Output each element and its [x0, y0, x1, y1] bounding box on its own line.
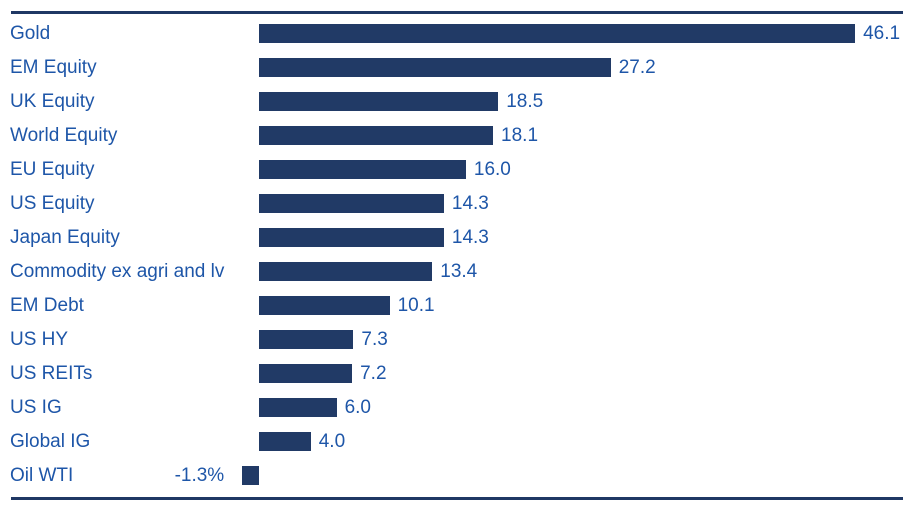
category-label: US Equity — [10, 193, 95, 214]
value-label: 6.0 — [344, 397, 371, 418]
bottom-rule — [11, 497, 903, 500]
bar — [259, 92, 499, 111]
category-label: Gold — [10, 23, 51, 44]
category-label: World Equity — [10, 125, 118, 146]
chart-row: World Equity 18.1 — [0, 119, 913, 153]
category-label: US HY — [10, 329, 69, 350]
value-label: 27.2 — [618, 57, 656, 78]
value-label: 14.3 — [451, 193, 489, 214]
bar — [259, 432, 311, 451]
chart-row: EU Equity 16.0 — [0, 153, 913, 187]
chart-row: US HY 7.3 — [0, 323, 913, 357]
bar — [259, 24, 856, 43]
bar — [259, 58, 611, 77]
value-label: -1.3% — [174, 465, 225, 486]
chart-row: US IG 6.0 — [0, 391, 913, 425]
category-label: UK Equity — [10, 91, 95, 112]
value-label: 14.3 — [451, 227, 489, 248]
category-label: Global IG — [10, 431, 91, 452]
chart-row: EM Equity 27.2 — [0, 51, 913, 85]
chart-row: US Equity 14.3 — [0, 187, 913, 221]
chart-row: Commodity ex agri and lv 13.4 — [0, 255, 913, 289]
chart-row: Gold 46.1 — [0, 17, 913, 51]
value-label: 4.0 — [318, 431, 346, 452]
value-label: 18.1 — [501, 125, 539, 146]
category-label: Japan Equity — [10, 227, 120, 248]
top-rule — [11, 11, 903, 14]
category-label: US REITs — [10, 363, 93, 384]
value-label: 18.5 — [506, 91, 544, 112]
bar — [259, 160, 466, 179]
bar — [242, 466, 259, 485]
chart-rows: Gold 46.1 EM Equity 27.2 UK Equity 18.5 … — [0, 17, 913, 493]
chart-row: UK Equity 18.5 — [0, 85, 913, 119]
bar — [259, 228, 444, 247]
category-label: Oil WTI — [10, 465, 74, 486]
value-label: 7.2 — [360, 363, 387, 384]
chart-row: EM Debt 10.1 — [0, 289, 913, 323]
bar — [259, 398, 337, 417]
bar — [259, 330, 354, 349]
category-label: EU Equity — [10, 159, 95, 180]
bar — [259, 364, 353, 383]
bar — [259, 296, 390, 315]
value-label: 7.3 — [361, 329, 388, 350]
bar — [259, 194, 444, 213]
category-label: EM Debt — [10, 295, 84, 316]
category-label: US IG — [10, 397, 62, 418]
value-label: 46.1 — [863, 23, 901, 44]
bar — [259, 262, 433, 281]
value-label: 10.1 — [397, 295, 435, 316]
value-label: 16.0 — [473, 159, 511, 180]
value-label: 13.4 — [440, 261, 478, 282]
category-label: Commodity ex agri and lv — [10, 261, 225, 282]
chart-row: Oil WTI -1.3% — [0, 459, 913, 493]
chart-row: US REITs 7.2 — [0, 357, 913, 391]
category-label: EM Equity — [10, 57, 97, 78]
chart-row: Global IG 4.0 — [0, 425, 913, 459]
chart-row: Japan Equity 14.3 — [0, 221, 913, 255]
bar — [259, 126, 494, 145]
